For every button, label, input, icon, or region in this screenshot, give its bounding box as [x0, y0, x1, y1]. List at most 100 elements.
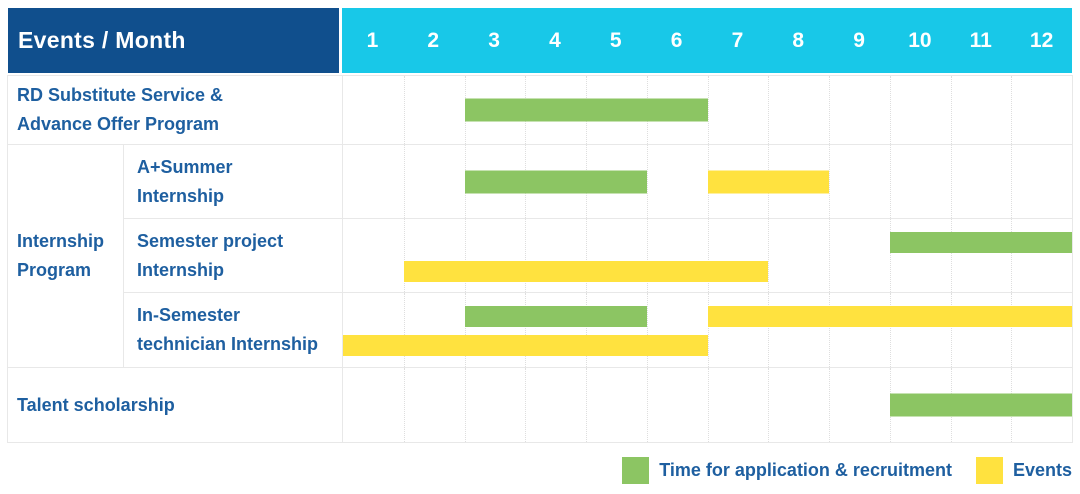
month-gridlines	[343, 219, 1072, 292]
gantt-bar-green	[464, 306, 647, 327]
month-header-cell-11: 11	[969, 28, 992, 52]
row-label: Semester project Internship	[124, 219, 342, 293]
month-column	[403, 145, 465, 218]
month-header-cell-3: 3	[488, 28, 500, 52]
legend-item: Time for application & recruitment	[622, 456, 952, 484]
month-column	[1011, 293, 1072, 367]
row-label-line: In-Semester	[137, 305, 241, 325]
month-column	[525, 293, 586, 367]
month-column	[950, 76, 1012, 144]
month-column	[525, 219, 586, 292]
month-column	[707, 219, 769, 292]
month-header-cell-9: 9	[853, 28, 865, 52]
gantt-bar-yellow	[343, 335, 708, 356]
gantt-bar-yellow	[707, 306, 1072, 327]
gantt-bar-green	[464, 170, 647, 193]
legend-label: Time for application & recruitment	[659, 459, 952, 480]
row-label: Talent scholarship	[8, 368, 342, 442]
row-label: A+Summer Internship	[124, 145, 342, 219]
month-header-cell-2: 2	[427, 28, 440, 52]
row-label-line: RD Substitute Service &	[17, 85, 224, 105]
row-timeline	[342, 368, 1072, 442]
month-column	[464, 219, 526, 292]
group-label: Internship Program	[8, 145, 124, 368]
row-label: RD Substitute Service & Advance Offer Pro…	[8, 76, 342, 145]
month-column	[889, 219, 951, 292]
month-column	[768, 368, 829, 442]
month-header-cell-7: 7	[731, 28, 744, 52]
month-column	[646, 368, 708, 442]
month-column	[707, 368, 769, 442]
month-column	[889, 76, 951, 144]
month-column	[1011, 145, 1072, 218]
month-column	[343, 76, 404, 144]
month-column	[403, 76, 465, 144]
month-column	[829, 368, 890, 442]
month-column	[646, 293, 708, 367]
month-column	[829, 76, 890, 144]
table-body: RD Substitute Service & Advance Offer Pro…	[7, 75, 1073, 443]
month-header-row: 1 2 3 4 5 6 7 8 9 10 11 12	[342, 8, 1072, 73]
legend-item: Events	[975, 456, 1072, 484]
gantt-bar-green	[889, 232, 1072, 253]
month-column	[950, 145, 1012, 218]
gantt-bar-yellow	[403, 261, 769, 282]
row-label-line: A+Summer	[137, 156, 233, 177]
month-header-cell-8: 8	[792, 28, 805, 52]
month-column	[829, 293, 890, 367]
legend-swatch-yellow	[975, 456, 1003, 484]
month-column	[829, 219, 890, 292]
month-column	[586, 293, 647, 367]
row-label-line: technician Internship	[137, 334, 319, 354]
month-column	[464, 293, 526, 367]
row-label: In-Semester technician Internship	[124, 293, 342, 368]
row-label-line: Internship	[137, 259, 225, 280]
gantt-bar-green	[889, 393, 1072, 417]
month-column	[403, 219, 465, 292]
table-header: Events / Month 1 2 3 4 5 6 7 8 9 10 11 12	[8, 8, 1072, 73]
row-label-line: Semester project	[137, 230, 284, 251]
month-header-cell-4: 4	[549, 28, 561, 52]
month-column	[707, 293, 769, 367]
month-column	[707, 76, 769, 144]
month-column	[343, 219, 404, 292]
month-column	[768, 293, 829, 367]
month-column	[646, 145, 708, 218]
legend: Time for application & recruitment Events	[622, 455, 1072, 485]
group-label-line: Internship	[17, 231, 105, 251]
month-column	[525, 368, 586, 442]
month-column	[464, 368, 526, 442]
month-column	[403, 368, 465, 442]
row-timeline	[342, 293, 1072, 368]
month-gridlines	[343, 76, 1072, 144]
month-column	[889, 145, 951, 218]
row-timeline	[342, 219, 1072, 293]
month-column	[586, 368, 647, 442]
legend-swatch-green	[622, 456, 650, 484]
month-column	[343, 145, 404, 218]
month-column	[889, 293, 951, 367]
schedule-table: Events / Month 1 2 3 4 5 6 7 8 9 10 11 12 RD Substi…	[7, 8, 1073, 443]
month-column	[646, 219, 708, 292]
row-label-line: Talent scholarship	[17, 394, 175, 415]
row-label-line: Internship	[137, 185, 225, 206]
row-timeline	[342, 145, 1072, 219]
events-month-header-cell: Events / Month	[8, 8, 339, 73]
month-column	[950, 293, 1012, 367]
legend-label: Events	[1012, 459, 1072, 480]
month-header-cell-5: 5	[609, 28, 622, 52]
month-column	[768, 219, 829, 292]
row-timeline	[342, 76, 1072, 145]
month-column	[343, 368, 404, 442]
month-gridlines	[343, 293, 1072, 367]
month-column	[1011, 76, 1072, 144]
month-header-cell-12: 12	[1029, 28, 1054, 52]
month-column	[829, 145, 890, 218]
month-column	[950, 219, 1012, 292]
group-label-line: Program	[17, 260, 92, 280]
month-header-cell-6: 6	[670, 28, 683, 52]
month-column	[768, 76, 829, 144]
month-column	[403, 293, 465, 367]
row-label-line: Advance Offer Program	[17, 114, 220, 134]
